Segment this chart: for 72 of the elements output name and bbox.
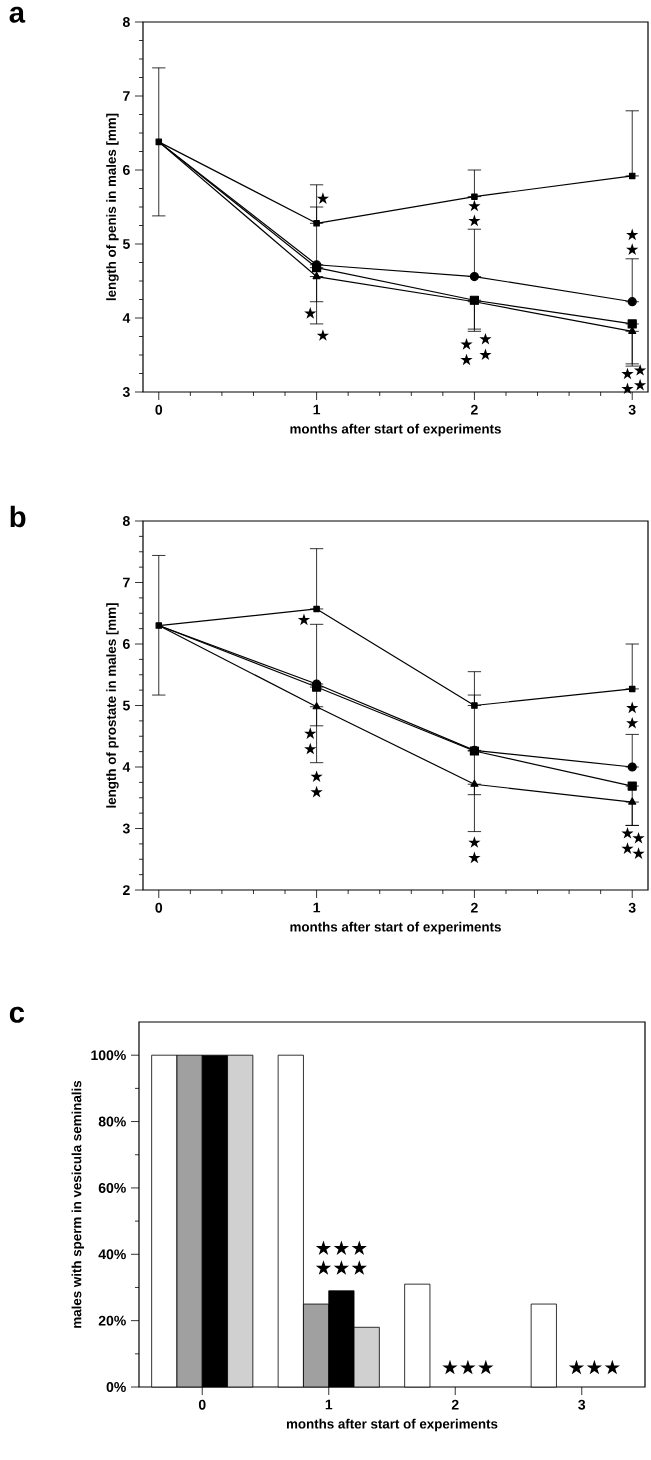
x-axis-title: months after start of experiments	[290, 921, 501, 935]
y-tick-label: 7	[123, 577, 130, 588]
annotation: ★	[468, 851, 481, 864]
annotation: ★	[621, 842, 634, 854]
x-tick-label: 3	[628, 404, 636, 415]
y-tick-label: 80%	[98, 1116, 126, 1127]
x-axis-title: months after start of experiments	[286, 1418, 498, 1432]
annotation: ★	[304, 307, 317, 319]
y-tick-label: 6	[123, 165, 130, 175]
chart-title: c	[9, 1006, 25, 1023]
x-tick-label: 0	[155, 404, 163, 415]
y-tick-label: 7	[123, 91, 130, 101]
annotation: ★	[316, 192, 330, 204]
y-tick-label: 60%	[98, 1182, 126, 1193]
y-tick-label: 20%	[98, 1315, 126, 1326]
annotation: ★	[626, 701, 639, 714]
annotation: ★	[460, 353, 473, 366]
annotation: ★	[626, 243, 639, 255]
x-tick-label: 2	[470, 902, 478, 913]
y-tick-label: 3	[122, 387, 130, 397]
x-tick-label: 1	[325, 1399, 333, 1410]
annotation: ★★★	[315, 1240, 367, 1255]
annotation: ★	[632, 831, 645, 844]
y-tick-label: 3	[122, 823, 130, 834]
x-axis-title: months after start of experiments	[290, 423, 501, 437]
x-tick-label: 3	[578, 1399, 586, 1410]
annotation: ★	[632, 847, 645, 859]
x-tick-label: 2	[470, 404, 478, 415]
x-tick-label: 0	[198, 1399, 206, 1410]
annotation: ★	[297, 613, 311, 626]
y-axis-title: length of prostate in males [mm]	[106, 603, 119, 808]
annotation: ★	[468, 214, 481, 227]
annotation: ★	[304, 727, 317, 739]
y-axis-title: length of penis in males [mm]	[106, 113, 119, 301]
y-tick-label: 8	[122, 17, 130, 27]
annotation: ★★★	[315, 1260, 367, 1275]
x-tick-label: 3	[628, 902, 636, 913]
x-tick-label: 1	[313, 404, 321, 415]
annotation: ★	[621, 827, 634, 839]
annotation: ★★★	[568, 1359, 620, 1375]
annotation: ★	[460, 338, 473, 350]
annotation: ★	[316, 329, 330, 341]
y-tick-label: 8	[122, 516, 130, 526]
annotation: ★	[304, 742, 317, 755]
annotation: ★	[479, 348, 492, 361]
annotation: ★	[310, 785, 323, 798]
annotation: ★	[621, 367, 634, 380]
y-tick-label: 5	[122, 700, 130, 711]
y-tick-label: 100%	[91, 1050, 126, 1061]
x-tick-label: 2	[451, 1399, 459, 1410]
annotation: ★	[468, 836, 481, 848]
y-tick-label: 2	[122, 885, 130, 895]
annotation: ★	[626, 716, 639, 729]
y-tick-label: 4	[122, 762, 131, 772]
y-tick-label: 4	[122, 313, 131, 323]
chart-title: b	[10, 505, 26, 528]
y-tick-label: 5	[122, 239, 130, 249]
y-axis-title: males with sperm in vesicula seminalis	[71, 1080, 84, 1328]
x-tick-label: 1	[313, 902, 321, 913]
annotation: ★	[626, 228, 639, 241]
annotation: ★	[621, 382, 634, 395]
annotation: ★	[479, 332, 492, 345]
annotation: ★	[310, 770, 323, 783]
x-tick-label: 0	[155, 902, 163, 913]
annotation: ★	[633, 363, 647, 376]
y-tick-label: 6	[123, 639, 130, 649]
annotation: ★	[468, 199, 481, 212]
y-tick-label: 0%	[106, 1382, 126, 1392]
annotation: ★	[633, 378, 647, 391]
y-tick-label: 40%	[98, 1249, 126, 1260]
annotation: ★★★	[442, 1359, 494, 1375]
chart-title: a	[9, 6, 26, 23]
